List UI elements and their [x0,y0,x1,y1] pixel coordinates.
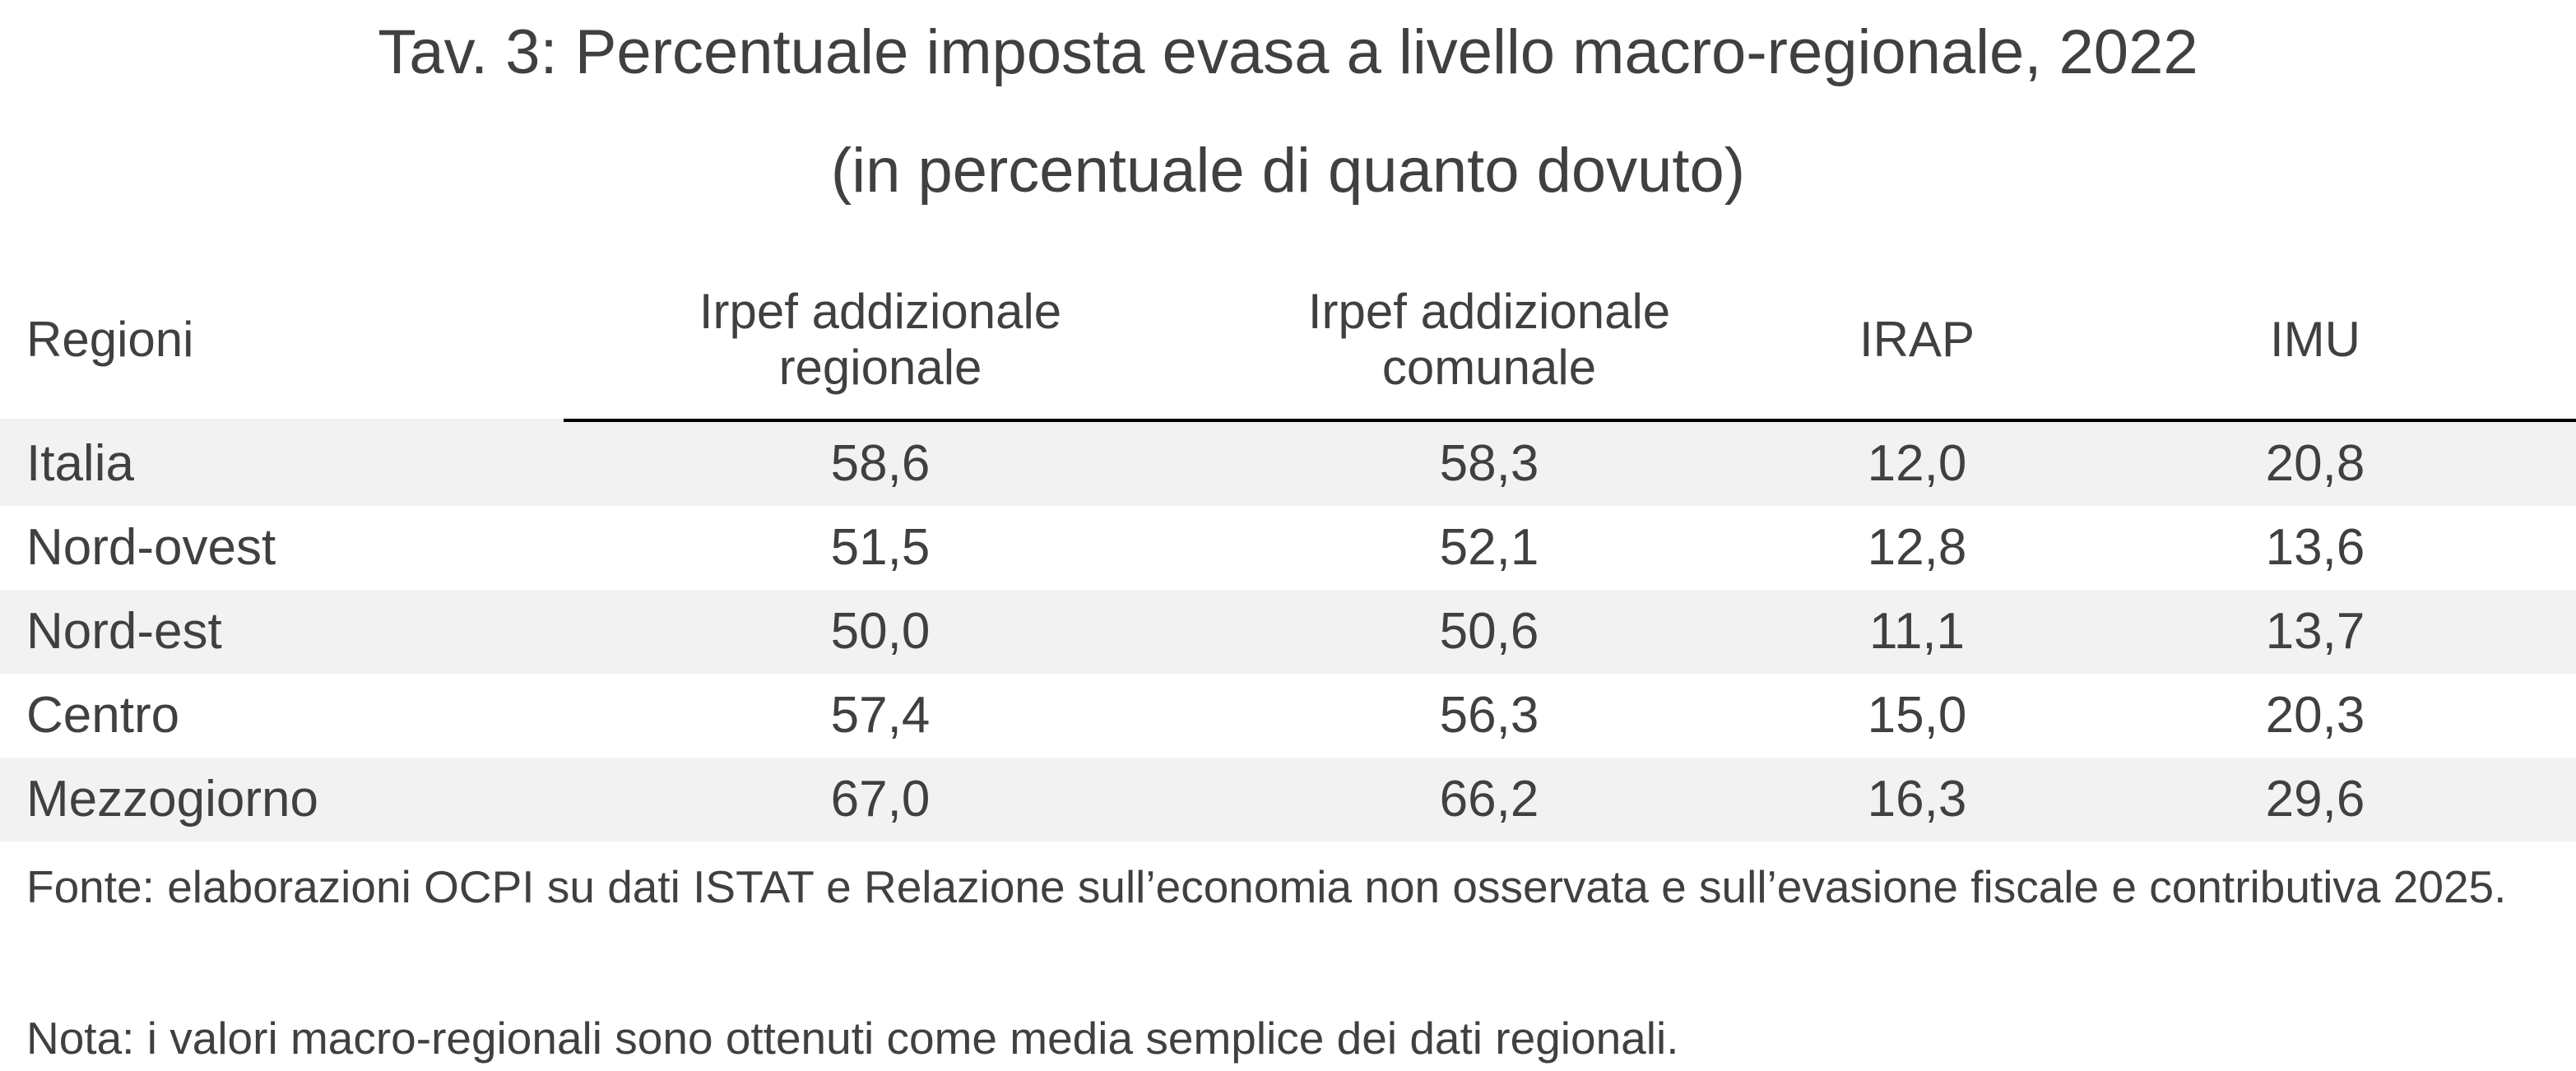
footnote: Nota: i valori macro-regionali sono otte… [26,1013,1679,1064]
header-divider [564,419,2576,422]
value-cell: 66,2 [1439,771,1539,828]
value-cell: 58,3 [1439,435,1539,492]
table-row: Mezzogiorno 67,0 66,2 16,3 29,6 [0,758,2576,842]
value-cell: 57,4 [830,687,931,744]
value-cell: 13,7 [2265,603,2365,660]
column-header-irap: IRAP [1859,312,1975,367]
value-cell: 16,3 [1867,771,1967,828]
source-note: Fonte: elaborazioni OCPI su dati ISTAT e… [26,861,2507,912]
value-cell: 15,0 [1867,687,1967,744]
value-cell: 56,3 [1439,687,1539,744]
value-cell: 67,0 [830,771,931,828]
table-row: Nord-est 50,0 50,6 11,1 13,7 [0,590,2576,674]
table-row: Centro 57,4 56,3 15,0 20,3 [0,674,2576,758]
column-header-irpef-regionale: Irpef addizionale regionale [699,284,1062,395]
value-cell: 13,6 [2265,519,2365,576]
table-row: Italia 58,6 58,3 12,0 20,8 [0,422,2576,506]
region-name: Italia [26,435,134,492]
table-title: Tav. 3: Percentuale imposta evasa a live… [378,17,2198,87]
table-row: Nord-ovest 51,5 52,1 12,8 13,6 [0,506,2576,590]
value-cell: 50,0 [830,603,931,660]
value-cell: 51,5 [830,519,931,576]
table-subtitle: (in percentuale di quanto dovuto) [830,136,1746,206]
value-cell: 12,0 [1867,435,1967,492]
region-name: Mezzogiorno [26,771,318,828]
region-name: Centro [26,687,180,744]
value-cell: 11,1 [1868,603,1966,660]
column-header-imu: IMU [2270,312,2360,367]
value-cell: 20,3 [2265,687,2365,744]
column-header-irpef-comunale: Irpef addizionale comunale [1307,284,1671,395]
value-cell: 50,6 [1439,603,1539,660]
value-cell: 58,6 [830,435,931,492]
header-divider-left [0,419,564,422]
region-name: Nord-est [26,603,222,660]
value-cell: 20,8 [2265,435,2365,492]
region-name: Nord-ovest [26,519,276,576]
value-cell: 52,1 [1439,519,1539,576]
value-cell: 29,6 [2265,771,2365,828]
column-header-regioni: Regioni [26,312,194,367]
value-cell: 12,8 [1867,519,1967,576]
